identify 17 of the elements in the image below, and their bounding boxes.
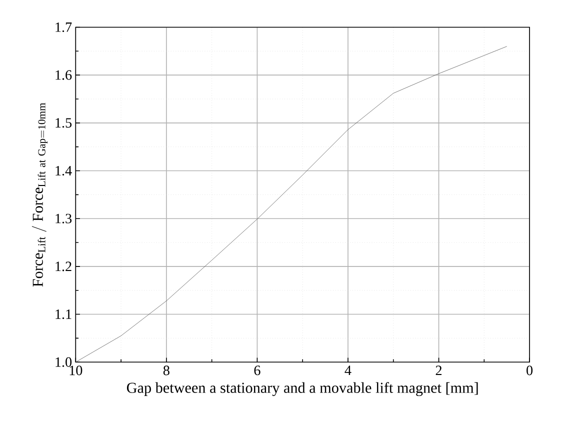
y-tick-label: 1.3 <box>56 214 72 224</box>
x-tick-label: 6 <box>254 366 260 376</box>
y-tick-label: 1.2 <box>56 262 72 272</box>
line-series <box>76 46 508 362</box>
x-tick-label: 0 <box>526 366 533 376</box>
x-tick-label: 2 <box>436 366 442 376</box>
y-tick-label: 1.0 <box>56 357 72 368</box>
y-tick-label: 1.7 <box>56 22 72 32</box>
x-tick-label: 4 <box>344 366 352 376</box>
x-axis-title: Gap between a stationary and a movable lift magnet [mm] <box>126 382 478 396</box>
x-tick-label: 8 <box>163 366 170 376</box>
y-axis-title: $\mathrm{Force_{Lift}\ /\ Force_{Lift\ at\ Gap=10mm}}$ <box>32 103 48 287</box>
x-tick-label: 10 <box>70 366 82 376</box>
y-tick-label: 1.5 <box>56 118 72 128</box>
y-tick-label: 1.1 <box>56 310 72 320</box>
y-tick-label: 1.6 <box>56 70 72 80</box>
y-tick-label: 1.4 <box>56 166 72 176</box>
